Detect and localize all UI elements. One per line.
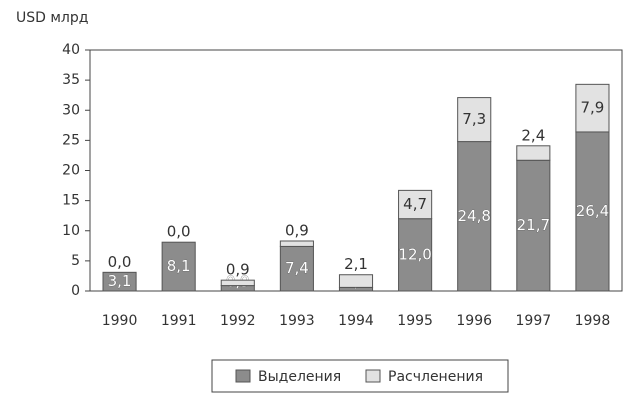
legend-swatch: [235, 369, 251, 383]
value-label: 7,3: [462, 110, 486, 128]
y-tick-label: 5: [71, 253, 80, 269]
legend-frame: [211, 359, 509, 393]
bar-segment: [220, 279, 255, 287]
y-tick-label: 10: [62, 223, 80, 239]
value-label: 2,4: [521, 126, 545, 144]
value-label: 7,9: [581, 99, 605, 117]
bar-segment: [575, 83, 610, 133]
bar-segment: [457, 141, 492, 292]
x-tick-label: 1995: [397, 313, 433, 329]
legend-label: Выделения: [258, 369, 341, 385]
x-tick-label: 1990: [102, 313, 138, 329]
x-tick-label: 1993: [279, 313, 315, 329]
bar-segment: [516, 145, 551, 161]
x-tick-label: 1998: [575, 313, 611, 329]
bar-segment: [338, 274, 374, 288]
y-tick-label: 40: [62, 42, 80, 58]
y-tick-label: 15: [62, 193, 80, 209]
value-label: 12,0: [398, 245, 431, 263]
value-label: 26,4: [576, 202, 609, 220]
bar-segment: [398, 189, 433, 220]
bar-segment: [102, 271, 137, 292]
y-tick-label: 35: [62, 72, 80, 88]
x-tick-label: 1994: [338, 313, 374, 329]
bar-segment: [279, 240, 314, 247]
value-label: 0,9: [285, 221, 309, 239]
bar-segment: [575, 131, 610, 292]
value-label: 3,1: [108, 272, 132, 290]
bar-segment: [279, 245, 314, 292]
value-label: 4,7: [403, 195, 427, 213]
y-tick-label: 0: [71, 283, 80, 299]
bar-segment: [457, 97, 492, 143]
value-label: 21,7: [517, 216, 550, 234]
x-tick-label: 1996: [456, 313, 492, 329]
bar-segment: [398, 218, 433, 292]
legend-label: Расчленения: [388, 369, 483, 385]
value-label: 0,0: [108, 253, 132, 271]
x-tick-label: 1997: [516, 313, 552, 329]
value-label: 24,8: [458, 207, 491, 225]
value-label: 8,1: [167, 257, 191, 275]
value-label: 0,9: [226, 261, 250, 279]
y-tick-label: 20: [62, 163, 80, 179]
y-tick-label: 30: [62, 102, 80, 118]
x-tick-label: 1992: [220, 313, 256, 329]
value-label: 7,4: [285, 259, 309, 277]
y-tick-label: 25: [62, 132, 80, 148]
value-label: 0,0: [167, 223, 191, 241]
legend-swatch: [365, 369, 381, 383]
bar-segment: [161, 241, 196, 292]
x-tick-label: 1991: [161, 313, 197, 329]
y-axis-label: USD млрд: [16, 10, 88, 26]
value-label: 2,1: [344, 255, 368, 273]
